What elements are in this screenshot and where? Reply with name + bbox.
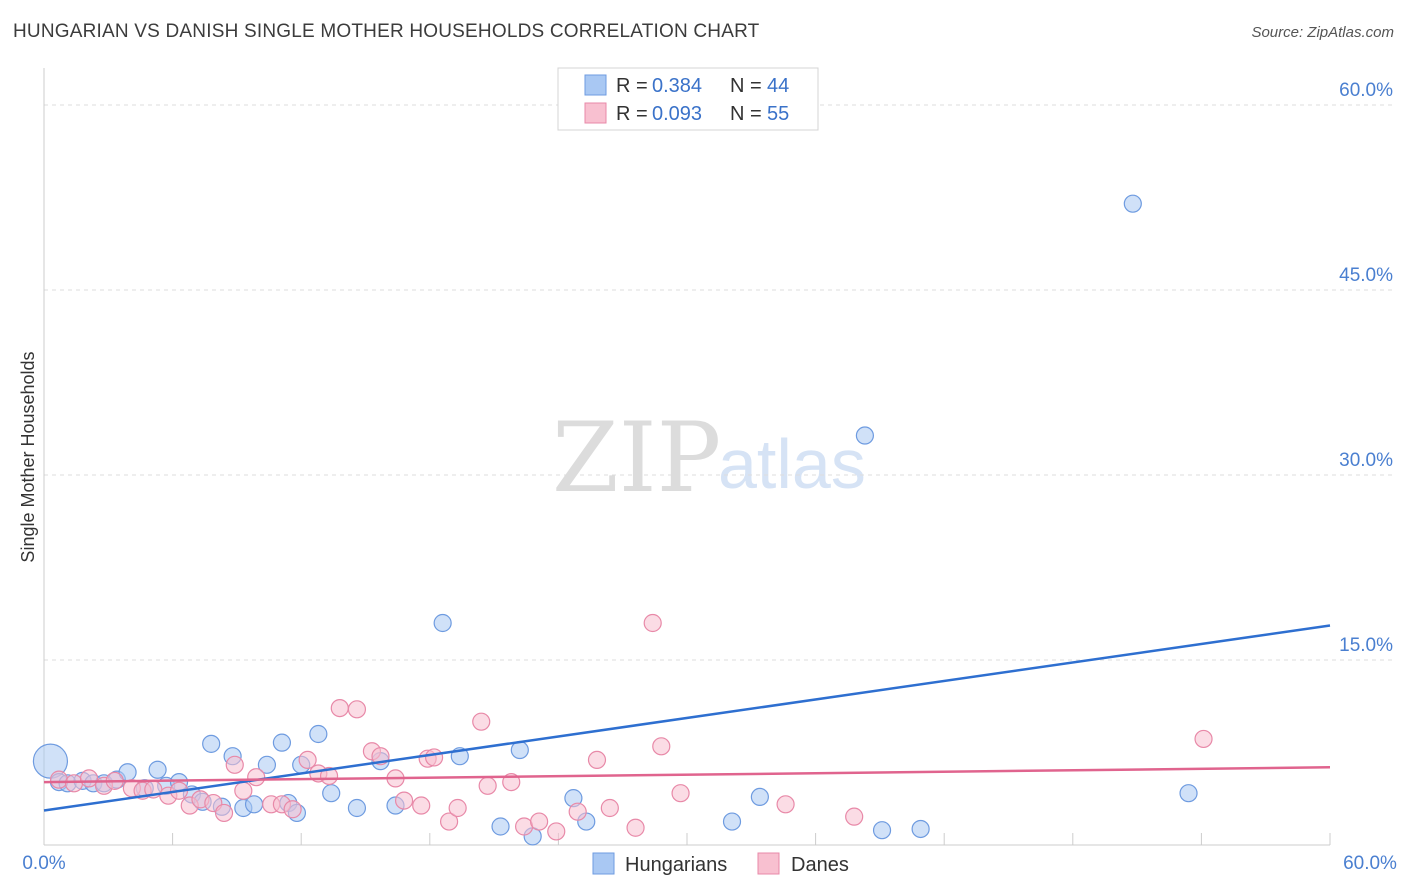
point-danes-20: [298, 750, 317, 770]
point-danes-22: [319, 766, 339, 786]
point-danes-32: [439, 812, 459, 831]
point-hungarians-14: [202, 734, 221, 753]
x-tick-label-min: 0.0%: [22, 853, 65, 874]
point-hungarians-29: [433, 613, 452, 633]
point-danes-38: [530, 812, 549, 831]
legend-stats: R = 0.384 N = 44 R = 0.093 N = 55: [557, 67, 819, 131]
point-danes-19: [283, 800, 302, 819]
legend-n-value-1: 44: [767, 75, 789, 97]
y-tick-labels: 15.0% 30.0% 45.0% 60.0%: [1339, 80, 1393, 656]
point-danes-1: [64, 774, 84, 793]
trend-line-hungarians: [43, 624, 1331, 812]
point-hungarians-24: [309, 724, 328, 744]
point-hungarians-19: [257, 755, 277, 774]
legend-swatch-hungarians: [584, 74, 607, 96]
point-danes-48: [845, 807, 864, 826]
source-credit: Source: ZipAtlas.com: [1251, 24, 1394, 41]
point-danes-15: [234, 781, 253, 800]
point-danes-2: [79, 769, 99, 788]
point-hungarians-26: [347, 798, 367, 818]
point-danes-43: [626, 818, 645, 837]
point-danes-29: [412, 796, 431, 815]
legend-n-label-2: N =: [730, 103, 762, 125]
point-danes-45: [652, 737, 671, 756]
point-hungarians-20: [272, 733, 292, 752]
point-hungarians-42: [1179, 784, 1198, 803]
point-danes-47: [776, 795, 795, 814]
x-tick-label-max: 60.0%: [1343, 853, 1397, 874]
point-danes-23: [330, 698, 349, 718]
x-tick-labels: 0.0% 60.0%: [22, 853, 1397, 874]
point-danes-13: [214, 803, 234, 823]
point-hungarians-41: [1123, 194, 1142, 213]
point-danes-16: [247, 768, 266, 787]
y-axis-label: Single Mother Households: [18, 351, 38, 562]
y-tick-label-60: 60.0%: [1339, 80, 1393, 101]
point-danes-37: [515, 817, 534, 836]
trend-lines: [43, 624, 1331, 812]
legend-n-value-2: 55: [767, 103, 789, 125]
point-danes-0: [49, 770, 69, 789]
point-danes-42: [600, 798, 619, 818]
point-danes-39: [547, 822, 566, 841]
point-hungarians-37: [750, 787, 769, 807]
legend-bottom-swatch-danes: [757, 852, 780, 875]
point-hungarians-36: [722, 812, 742, 831]
trend-line-danes: [43, 766, 1331, 784]
legend-r-value-1: 0.384: [652, 75, 702, 97]
legend-series: Hungarians Danes: [592, 852, 849, 876]
point-hungarians-38: [855, 426, 874, 445]
y-tick-label-15: 15.0%: [1339, 635, 1393, 656]
legend-bottom-label-hungarians: Hungarians: [625, 854, 727, 876]
point-danes-40: [568, 802, 587, 821]
watermark-atlas: atlas: [718, 425, 866, 503]
watermark: ZIP atlas: [552, 402, 866, 514]
point-danes-35: [478, 776, 497, 795]
point-danes-46: [671, 784, 690, 803]
point-danes-14: [225, 755, 244, 774]
chart-title: HUNGARIAN VS DANISH SINGLE MOTHER HOUSEH…: [13, 21, 760, 42]
legend-r-label-2: R =: [616, 103, 648, 125]
data-points: [32, 194, 1213, 846]
point-hungarians-40: [911, 819, 930, 839]
watermark-zip: ZIP: [552, 402, 721, 514]
point-danes-33: [448, 798, 467, 818]
y-tick-label-30: 30.0%: [1339, 450, 1393, 471]
legend-r-label-1: R =: [616, 75, 648, 97]
point-danes-31: [424, 748, 444, 767]
legend-n-label-1: N =: [730, 75, 762, 97]
legend-bottom-label-danes: Danes: [791, 854, 849, 876]
point-hungarians-39: [872, 821, 892, 840]
y-tick-label-45: 45.0%: [1339, 265, 1393, 286]
point-danes-24: [347, 700, 367, 719]
point-danes-34: [472, 712, 491, 731]
point-hungarians-9: [148, 760, 167, 779]
point-hungarians-31: [491, 817, 510, 836]
point-danes-49: [1194, 729, 1213, 749]
legend-swatch-danes: [584, 102, 607, 124]
point-danes-28: [394, 791, 414, 810]
grid: [44, 104, 1395, 661]
legend-r-value-2: 0.093: [652, 103, 702, 125]
x-axis-ticks: [172, 833, 1331, 845]
point-hungarians-25: [322, 784, 341, 803]
legend-bottom-swatch-hungarians: [592, 852, 615, 875]
point-danes-44: [643, 613, 662, 633]
point-danes-41: [587, 750, 607, 770]
